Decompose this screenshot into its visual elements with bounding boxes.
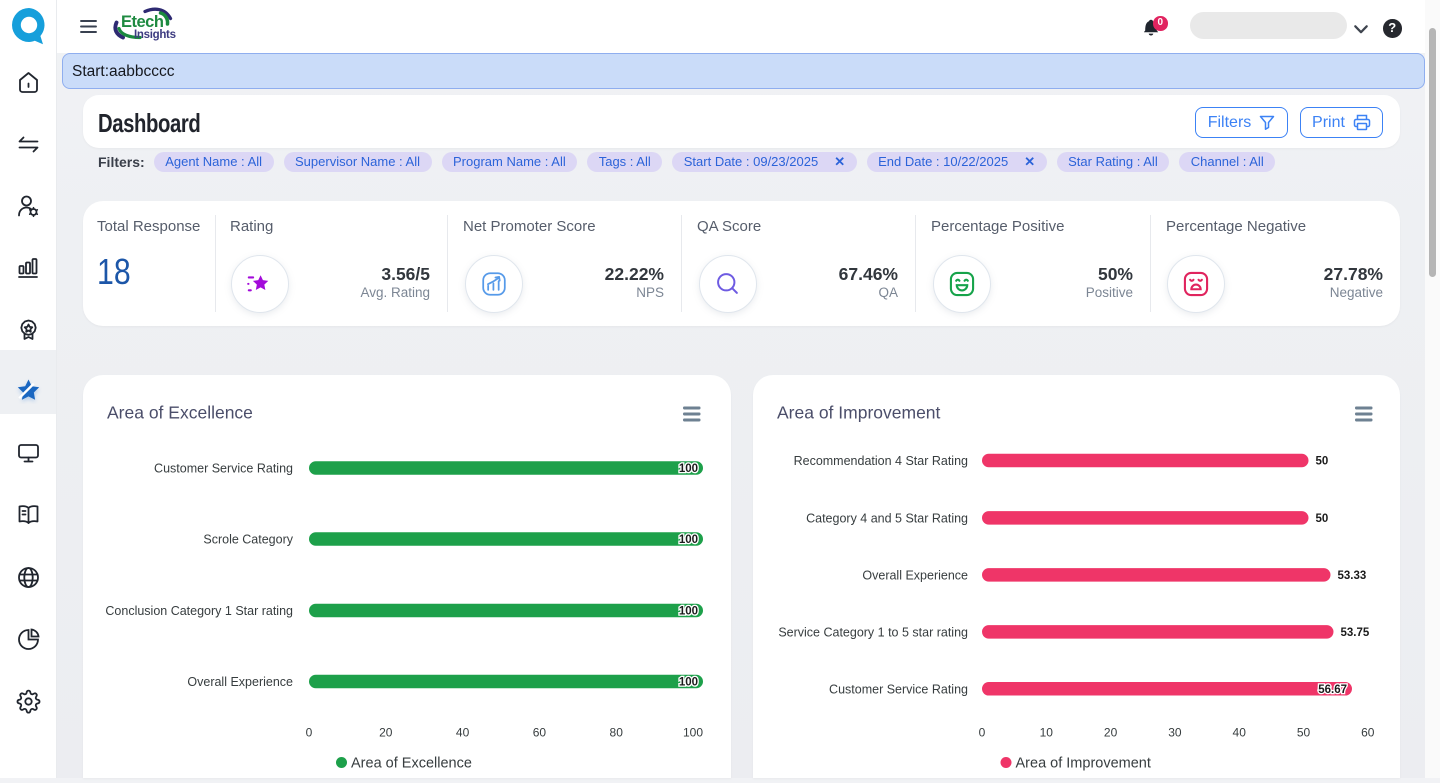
svg-text:Area of Improvement: Area of Improvement (777, 403, 941, 423)
svg-text:Area of Excellence: Area of Excellence (107, 403, 253, 423)
svg-text:100: 100 (683, 726, 703, 740)
svg-text:Service Category 1 to 5 star r: Service Category 1 to 5 star rating (778, 625, 968, 639)
svg-text:Insights: Insights (134, 29, 176, 41)
svg-text:Area of Improvement: Area of Improvement (1016, 756, 1151, 772)
svg-text:53.33: 53.33 (1338, 570, 1367, 582)
svg-text:100: 100 (679, 463, 698, 475)
svg-text:50: 50 (1316, 513, 1329, 525)
svg-text:Overall Experience: Overall Experience (187, 675, 293, 689)
svg-text:Overall Experience: Overall Experience (862, 568, 968, 582)
svg-text:Etech: Etech (121, 13, 164, 31)
svg-text:80: 80 (610, 726, 624, 740)
svg-text:10: 10 (1040, 726, 1054, 740)
svg-text:53.75: 53.75 (1341, 627, 1370, 639)
svg-text:Area of Excellence: Area of Excellence (351, 756, 472, 772)
svg-text:40: 40 (1233, 726, 1247, 740)
svg-text:50: 50 (1316, 456, 1329, 468)
svg-text:0: 0 (979, 726, 986, 740)
svg-text:Conclusion Category 1 Star rat: Conclusion Category 1 Star rating (105, 604, 293, 618)
svg-text:Scrole Category: Scrole Category (203, 533, 293, 547)
svg-text:100: 100 (679, 677, 698, 689)
svg-text:56.67: 56.67 (1318, 684, 1347, 696)
svg-text:100: 100 (679, 606, 698, 618)
svg-text:Recommendation 4 Star Rating: Recommendation 4 Star Rating (794, 454, 968, 468)
svg-text:30: 30 (1168, 726, 1182, 740)
svg-text:0: 0 (306, 726, 313, 740)
svg-text:Customer Service Rating: Customer Service Rating (829, 682, 968, 696)
svg-text:60: 60 (1361, 726, 1375, 740)
svg-text:50: 50 (1297, 726, 1311, 740)
svg-text:60: 60 (533, 726, 547, 740)
svg-text:100: 100 (679, 534, 698, 546)
svg-text:20: 20 (379, 726, 393, 740)
svg-text:20: 20 (1104, 726, 1118, 740)
svg-text:Category 4 and 5 Star Rating: Category 4 and 5 Star Rating (806, 511, 968, 525)
svg-text:Customer Service Rating: Customer Service Rating (154, 462, 293, 476)
svg-text:40: 40 (456, 726, 470, 740)
